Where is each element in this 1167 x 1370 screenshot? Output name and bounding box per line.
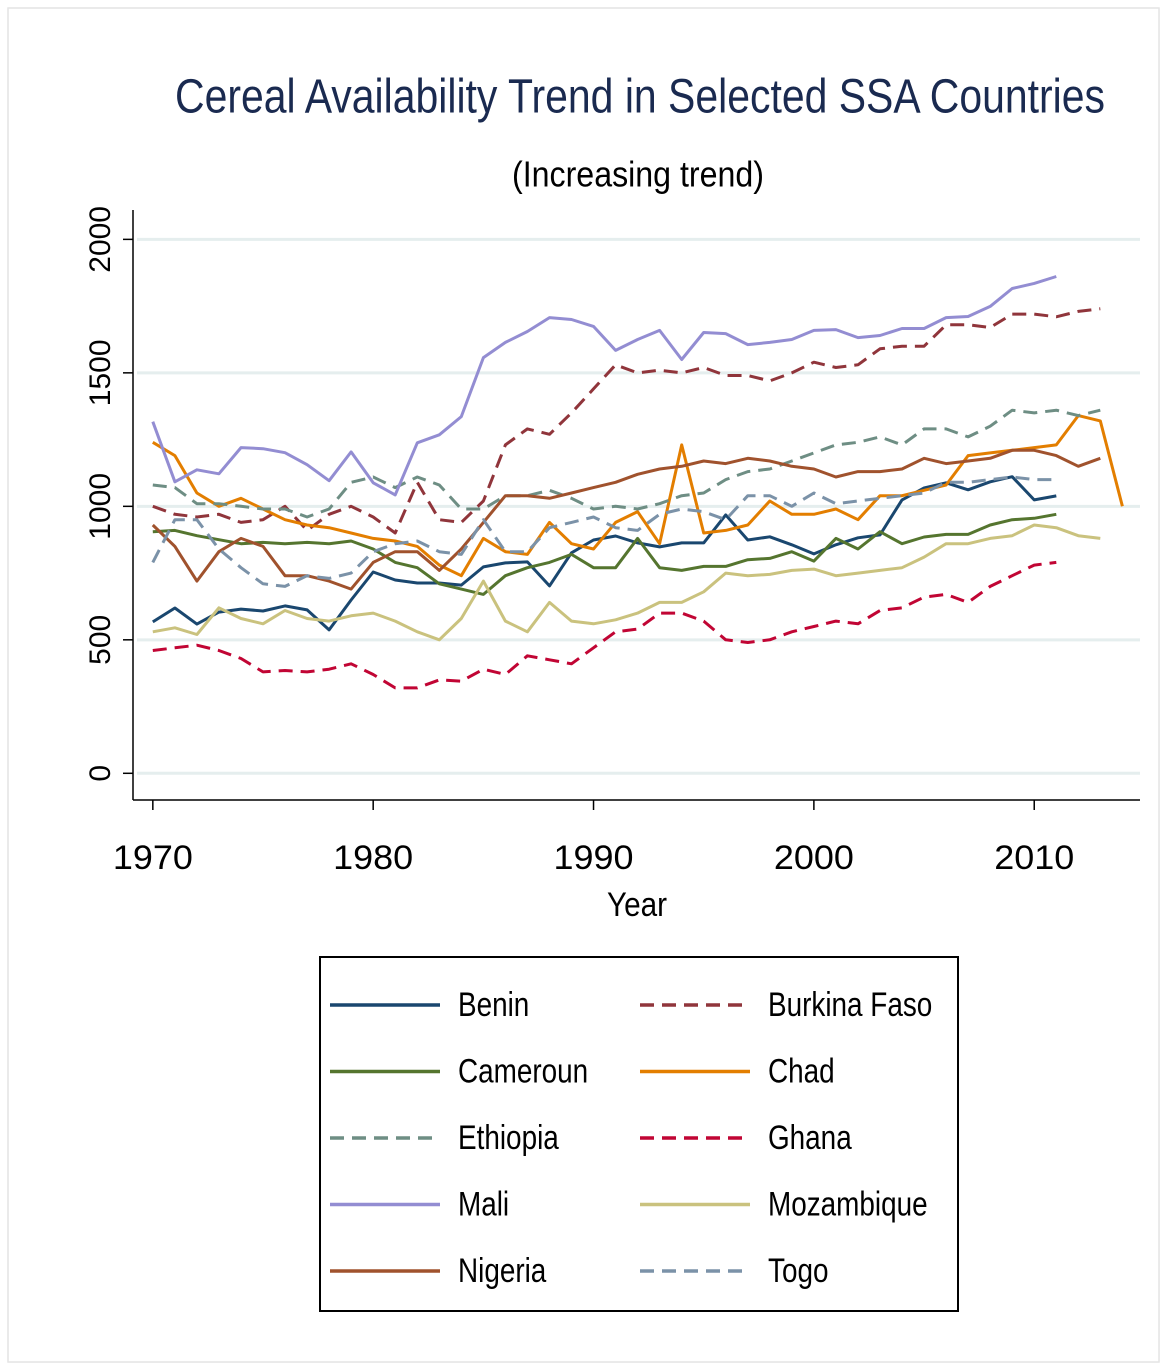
legend-label: Chad	[768, 1052, 835, 1090]
x-tick-label: 1970	[113, 839, 193, 877]
series-line	[152, 408, 1101, 519]
series-line	[152, 512, 1057, 596]
chart-title: Cereal Availability Trend in Selected SS…	[175, 71, 1105, 124]
series-line	[152, 523, 1101, 642]
x-axis-label: Year	[607, 886, 667, 924]
y-tick-label: 2000	[84, 206, 117, 273]
legend-box	[319, 956, 959, 1312]
series-line	[151, 448, 1101, 591]
x-tick-label: 2010	[994, 839, 1074, 877]
series-line	[152, 414, 1124, 578]
chart-subtitle: (Increasing trend)	[512, 154, 764, 195]
legend-label: Mozambique	[768, 1185, 928, 1223]
legend-label: Ghana	[768, 1119, 852, 1157]
x-tick-label: 1980	[333, 839, 413, 877]
x-tick-label: 2000	[774, 839, 854, 877]
y-tick-label: 500	[84, 615, 117, 665]
series-line	[151, 475, 1057, 588]
legend-label: Mali	[458, 1185, 509, 1223]
y-tick-label: 0	[84, 765, 117, 782]
legend-label: Togo	[768, 1252, 829, 1290]
series-line	[151, 275, 1057, 497]
series-line	[152, 307, 1101, 535]
x-tick-label: 1990	[554, 839, 634, 877]
y-tick-label: 1500	[84, 339, 117, 406]
legend-label: Burkina Faso	[768, 986, 932, 1024]
y-tick-label: 1000	[84, 473, 117, 540]
legend-label: Benin	[458, 986, 529, 1024]
legend-label: Ethiopia	[458, 1119, 559, 1157]
legend-label: Nigeria	[458, 1252, 546, 1290]
series-line	[152, 560, 1057, 690]
legend-label: Cameroun	[458, 1052, 588, 1090]
